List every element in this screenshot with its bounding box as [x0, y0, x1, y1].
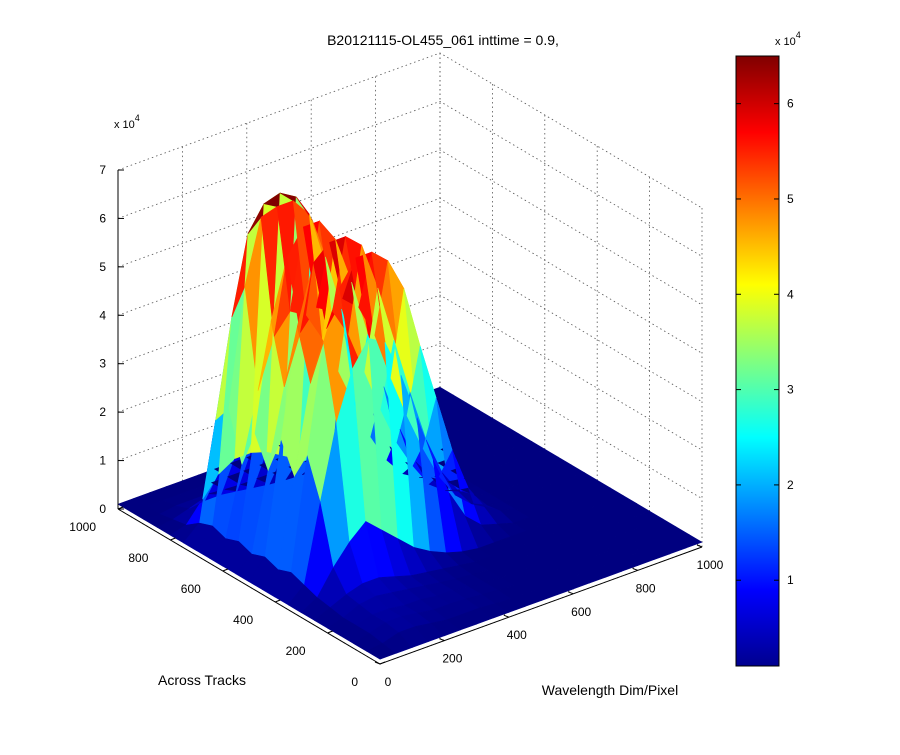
z-tick-label: 0	[99, 502, 106, 516]
wall-grid-z	[117, 343, 703, 499]
y-tick-label: 800	[128, 551, 148, 565]
x-tick-label: 0	[385, 675, 392, 689]
y-tick-mark	[379, 661, 386, 665]
y-tick-label: 400	[233, 613, 253, 627]
axes-box	[117, 170, 703, 665]
colorbar-tick-label: 2	[787, 478, 794, 492]
y-tick-mark	[117, 506, 124, 510]
y-tick-mark	[222, 568, 228, 572]
y-tick-mark	[170, 537, 176, 541]
y-tick-label: 600	[181, 582, 201, 596]
z-tick-label: 6	[99, 211, 106, 225]
x-tick-label: 600	[571, 605, 591, 619]
y-tick-label: 1000	[69, 520, 96, 534]
y-tick-mark	[327, 630, 333, 634]
z-tick-label: 3	[99, 357, 106, 371]
x-tick-mark	[568, 591, 574, 595]
y-axis-line	[117, 508, 381, 665]
x-axis-ticks: 0 200 400 600 800 1000	[374, 544, 724, 689]
y-axis-label: Across Tracks	[158, 672, 246, 688]
surface-patch	[672, 534, 703, 549]
wall-grid-z	[117, 52, 703, 209]
colorbar-tick-label: 4	[787, 287, 794, 301]
x-tick-mark	[696, 544, 703, 548]
z-tick-label: 1	[99, 454, 106, 468]
y-tick-label: 0	[351, 675, 358, 689]
x-tick-mark	[632, 567, 638, 571]
y-tick-label: 200	[286, 644, 306, 658]
z-tick-label: 7	[99, 163, 106, 177]
wall-grid-z	[117, 100, 703, 257]
z-tick-label: 5	[99, 260, 106, 274]
colorbar-tick-label: 6	[787, 97, 794, 111]
y-tick-mark	[275, 599, 281, 603]
colorbar: 1 2 3 4 5 6 x 104	[735, 30, 801, 667]
z-axis-ticks: 0 1 2 3 4 5 6 7	[99, 163, 124, 516]
colorbar-tick-label: 5	[787, 192, 794, 206]
colorbar-tick-label: 3	[787, 383, 794, 397]
colorbar-exponent: x 104	[775, 30, 801, 48]
x-tick-label: 1000	[697, 558, 724, 572]
x-tick-label: 400	[507, 628, 527, 642]
colorbar-tick-label: 1	[787, 573, 794, 587]
x-tick-mark	[439, 638, 445, 642]
x-axis-label: Wavelength Dim/Pixel	[542, 682, 678, 698]
y-axis-ticks: 0 200 400 600 800 1000	[69, 506, 386, 689]
colorbar-gradient	[735, 55, 780, 667]
surface-mesh	[117, 192, 703, 660]
x-axis-line	[379, 546, 703, 665]
x-tick-label: 800	[636, 581, 656, 595]
x-tick-label: 200	[442, 652, 462, 666]
colorbar-ticks: 1 2 3 4 5 6	[736, 97, 794, 587]
wall-grid-z	[117, 294, 703, 451]
z-tick-label: 2	[99, 405, 106, 419]
z-axis-exponent: x 104	[114, 113, 140, 131]
chart-title: B20121115-OL455_061 inttime = 0.9,	[327, 32, 559, 48]
wall-grid-z	[117, 246, 703, 403]
z-tick-label: 4	[99, 308, 106, 322]
wall-grid-z	[117, 149, 703, 306]
x-tick-mark	[374, 661, 381, 665]
x-tick-mark	[503, 614, 509, 618]
wall-grid-z	[117, 197, 703, 354]
